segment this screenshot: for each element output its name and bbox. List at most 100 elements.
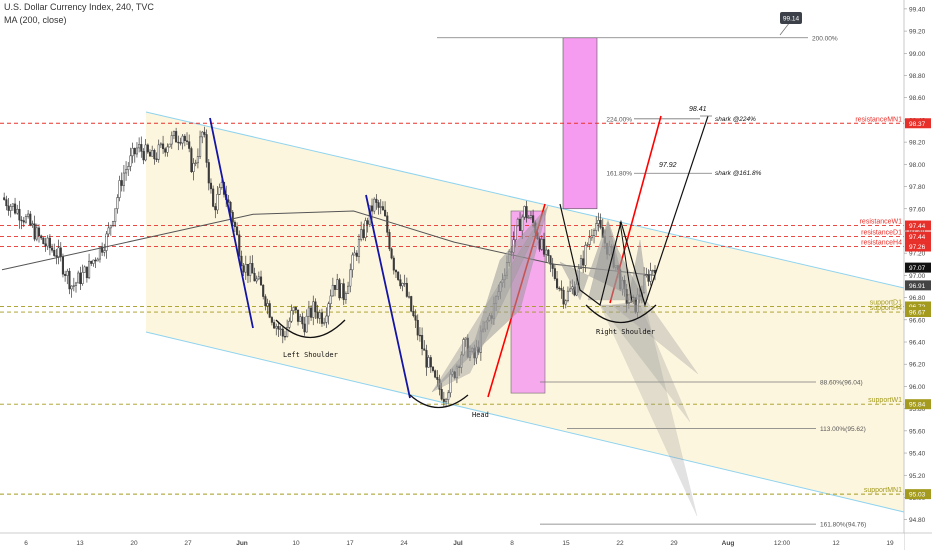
candle-body (246, 263, 250, 276)
candle-body (327, 303, 330, 317)
harmonic-projection-3 (599, 304, 698, 517)
candle-body (85, 266, 88, 279)
callout-box (780, 12, 802, 24)
candle-body (447, 392, 450, 400)
candle-body (344, 293, 347, 300)
y-tick-label: 95.80 (909, 406, 926, 413)
candle-body (92, 259, 95, 264)
candle-body (294, 307, 297, 311)
candle-body (418, 334, 421, 337)
candle-body (183, 135, 186, 141)
candle-body (584, 244, 587, 266)
candle-body (231, 211, 234, 223)
candle-body (259, 276, 263, 286)
candle-body (81, 272, 84, 284)
candle-body (338, 279, 341, 299)
candle-body (24, 216, 27, 223)
candle-body (303, 323, 306, 333)
candle-body (253, 272, 256, 282)
candle-body (521, 216, 524, 231)
candle-body (416, 319, 419, 336)
candle-body (188, 141, 191, 149)
projection-path-inner (619, 221, 633, 303)
candle-body (166, 146, 169, 153)
candle-body (114, 208, 117, 222)
x-tick-label: 22 (616, 540, 624, 547)
candle-body (588, 237, 591, 245)
x-tick-label: Jul (453, 540, 463, 547)
callout-label: 99.14 (783, 16, 800, 23)
x-tick-label: Jun (236, 540, 248, 547)
level-price-tag (905, 241, 931, 252)
candle-body (18, 208, 21, 221)
candle-body (9, 206, 12, 211)
candle-body (209, 182, 213, 190)
candle-body (170, 135, 173, 145)
candle-body (386, 215, 389, 233)
candle-body (148, 151, 152, 157)
candle-body (403, 282, 406, 285)
current-price-tag (905, 262, 931, 273)
candle-body (172, 131, 176, 136)
candle-body (562, 290, 565, 305)
head-arc (409, 394, 469, 408)
candle-body (529, 215, 532, 218)
candle-body (384, 209, 387, 217)
current-price-tag (905, 280, 931, 291)
x-tick-label: 19 (886, 540, 894, 547)
candle-body (318, 312, 321, 319)
candle-body (464, 337, 467, 340)
candle-body (5, 199, 8, 207)
level-price-tag (905, 231, 931, 242)
candle-body (357, 239, 361, 257)
projection-path (559, 115, 709, 308)
candle-body (59, 247, 62, 257)
x-tick-label: Aug (722, 540, 735, 547)
candle-body (286, 327, 289, 337)
target-name-label: shark @161.8% (715, 170, 762, 177)
candle-body (431, 366, 435, 371)
candle-body (220, 181, 223, 188)
candle-body (353, 252, 356, 256)
chart-symbol-title: U.S. Dollar Currency Index, 240, TVC (4, 2, 154, 12)
x-tick-label: 20 (130, 540, 138, 547)
candle-body (429, 357, 432, 368)
harmonic-triangle-4 (587, 221, 649, 301)
candle-body (399, 279, 402, 287)
level-label-supportH4: supportH4 (870, 305, 902, 312)
y-tick-label: 98.60 (909, 95, 926, 102)
y-tick-label: 98.00 (909, 162, 926, 169)
x-tick-label: 17 (346, 540, 354, 547)
y-tick-label: 96.40 (909, 340, 926, 347)
y-tick-label: 97.80 (909, 184, 926, 191)
candle-body (135, 147, 139, 155)
candle-body (66, 270, 69, 276)
candle-body (390, 248, 393, 259)
candle-body (268, 303, 271, 318)
candle-body (325, 315, 328, 323)
candle-body (212, 188, 215, 207)
candle-body (647, 274, 650, 282)
callout-pointer (779, 21, 791, 36)
candle-body (157, 144, 160, 160)
x-tick-label: 15 (562, 540, 570, 547)
level-price-tag-label: 97.26 (909, 244, 926, 251)
candle-body (127, 166, 130, 170)
candle-body (48, 237, 51, 249)
candle-body (351, 254, 354, 271)
level-price-tag (905, 399, 931, 410)
candle-body (138, 144, 141, 149)
candle-body (33, 223, 36, 240)
candle-body (153, 150, 156, 160)
candle-body (545, 249, 548, 255)
candle-body (310, 307, 313, 318)
candle-body (216, 194, 219, 211)
candle-body (288, 320, 291, 328)
harmonic-projection-1 (611, 299, 699, 375)
candle-body (397, 271, 400, 280)
candle-body (107, 227, 110, 235)
candle-body (207, 162, 210, 184)
level-price-tag-label: 96.67 (909, 310, 926, 317)
candle-body (381, 206, 384, 211)
